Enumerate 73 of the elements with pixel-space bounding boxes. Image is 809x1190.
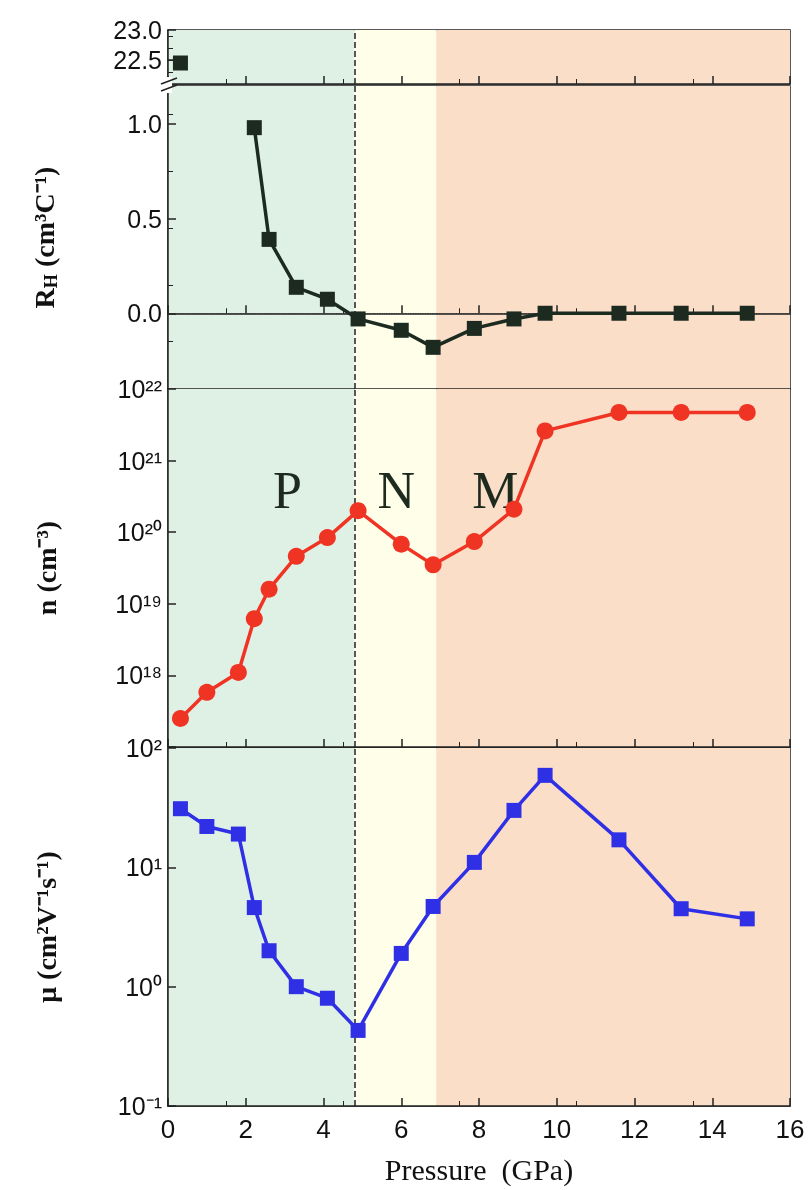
y-tick-label: 22.5 [113,46,162,74]
point [738,403,756,421]
band-label: P [273,461,302,519]
x-tick-label: 14 [697,1114,727,1144]
y-tick-label: 10¹ [125,853,162,882]
point [230,826,246,842]
y-tick-label: 23.0 [113,16,162,44]
x-tick-label: 10 [542,1114,572,1144]
y-tick-label: 10¹⁸ [115,661,162,690]
point [424,556,442,574]
y-tick-label: 10²² [117,375,162,403]
point [611,832,627,848]
y-tick-label: 10²⁰ [116,518,162,547]
point [350,1022,366,1038]
point [465,533,483,551]
point [425,898,441,914]
point [425,339,441,355]
x-tick-label: 16 [775,1114,805,1144]
point [318,529,336,547]
point [319,990,335,1006]
point [466,854,482,870]
point [466,320,482,336]
point [672,403,690,421]
point [260,580,278,598]
y-tick-label: 0.5 [127,204,162,233]
point [673,305,689,321]
x-tick-label: 0 [160,1114,176,1144]
y-axis-title: μ (cm²V⁻¹s⁻¹) [30,851,62,1003]
x-axis-title: Pressure (GPa) [384,1152,574,1187]
point [246,120,262,136]
point [739,305,755,321]
x-tick-label: 2 [238,1114,253,1144]
point [288,979,304,995]
point [611,305,627,321]
point [287,547,305,565]
band-label: N [377,461,416,519]
point [392,535,410,553]
point [246,900,262,916]
point [261,943,277,959]
point [245,610,263,628]
y-axis-title: n (cm⁻³) [30,520,62,616]
point [506,802,522,818]
x-tick-label: 12 [620,1114,649,1144]
point [198,683,216,701]
point [610,403,628,421]
point [536,422,554,440]
point [229,663,247,681]
y-tick-label: 1.0 [127,109,162,138]
point [537,305,553,321]
y-tick-label: 10⁻¹ [117,1092,162,1120]
point [288,279,304,295]
point [171,710,189,727]
x-tick-label: 4 [316,1114,331,1144]
y-tick-label: 10¹⁹ [115,589,162,618]
point [393,322,409,338]
y-tick-label: 10⁰ [125,972,162,1001]
point [673,901,689,917]
y-tick-label: 0.0 [127,299,162,328]
point [172,801,188,817]
point [199,818,215,834]
y-tick-label: 10² [125,734,162,762]
point [537,767,553,783]
x-tick-label: 6 [394,1114,409,1144]
x-tick-label: 8 [471,1114,487,1144]
point [506,311,522,327]
point [350,311,366,327]
point [739,911,755,927]
point [319,291,335,307]
y-axis-title: RH (cm³C⁻¹) [29,166,61,309]
point [349,502,367,520]
point [393,945,409,961]
y-tick-label: 10²¹ [117,446,162,475]
point [261,231,277,247]
